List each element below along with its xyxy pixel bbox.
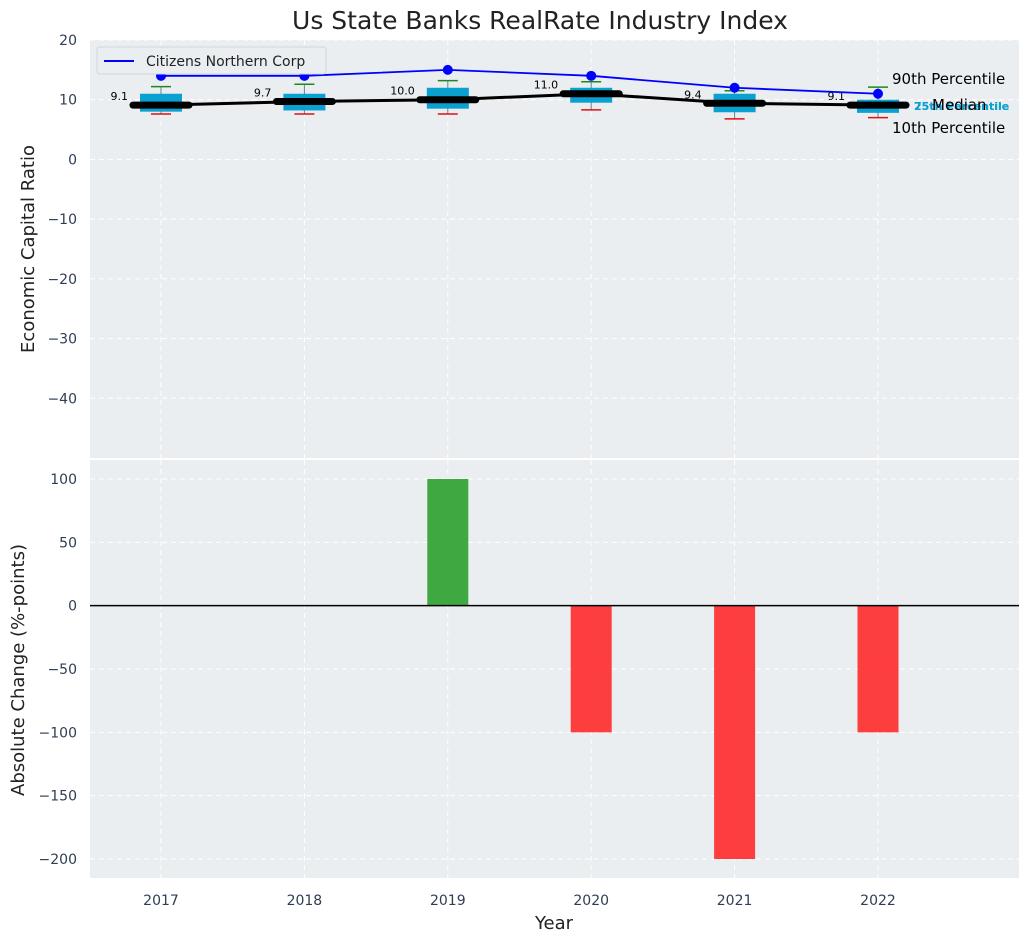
top-panel: 20 10 0 −10 −20 −30 −40 9.1 9.7 10.0 11.0 9.4 9.1 9… bbox=[18, 6, 1019, 458]
bottom-y-tick-label: 0 bbox=[68, 599, 77, 615]
x-tick-label: 2021 bbox=[717, 893, 753, 909]
company-point bbox=[729, 82, 740, 93]
bottom-y-tick-label: −50 bbox=[47, 662, 77, 678]
median-value-label: 10.0 bbox=[390, 85, 415, 98]
x-tick-label: 2019 bbox=[430, 893, 466, 909]
bottom-y-tick-label: −150 bbox=[39, 789, 77, 805]
median-line-group: 9.1 9.7 10.0 11.0 9.4 9.1 bbox=[111, 79, 910, 109]
top-y-tick-label: 10 bbox=[59, 93, 77, 109]
x-tick-label: 2017 bbox=[143, 893, 179, 909]
top-y-tick-label: −30 bbox=[47, 332, 77, 348]
change-bar bbox=[714, 605, 756, 859]
median-value-label: 9.1 bbox=[828, 90, 846, 103]
annotation-median: Median bbox=[932, 96, 987, 114]
company-point bbox=[586, 70, 597, 81]
company-line bbox=[161, 68, 879, 95]
top-y-axis-label: Economic Capital Ratio bbox=[18, 145, 39, 353]
change-bar bbox=[857, 605, 899, 733]
x-tick-label: 2020 bbox=[573, 893, 609, 909]
change-bars bbox=[427, 479, 899, 859]
annotation-10th: 10th Percentile bbox=[892, 119, 1005, 137]
x-tick-label: 2022 bbox=[860, 893, 896, 909]
annotation-25th: 25th Percentile bbox=[914, 100, 1009, 113]
x-axis-label: Year bbox=[534, 913, 574, 934]
legend-label: Citizens Northern Corp bbox=[146, 54, 305, 70]
top-y-tick-label: −40 bbox=[47, 391, 77, 407]
bottom-y-tick-label: 50 bbox=[59, 535, 77, 551]
bottom-y-tick-label: 100 bbox=[50, 472, 77, 488]
change-bar bbox=[427, 479, 469, 606]
top-y-tick-label: −20 bbox=[47, 272, 77, 288]
top-y-tick-label: 20 bbox=[59, 33, 77, 49]
median-value-label: 9.1 bbox=[111, 90, 129, 103]
chart-title: Us State Banks RealRate Industry Index bbox=[292, 6, 788, 35]
annotation-75th: 75th Percentile bbox=[914, 100, 1009, 113]
top-y-tick-label: 0 bbox=[68, 152, 77, 168]
median-value-label: 11.0 bbox=[534, 79, 559, 92]
x-tick-label: 2018 bbox=[287, 893, 323, 909]
change-bar bbox=[570, 605, 612, 733]
legend-box bbox=[96, 46, 327, 75]
median-value-label: 9.7 bbox=[254, 87, 272, 100]
top-y-ticks: 20 10 0 −10 −20 −30 −40 bbox=[47, 33, 77, 407]
bottom-y-axis-label: Absolute Change (%-points) bbox=[8, 544, 29, 796]
legend: Citizens Northern Corp bbox=[96, 46, 327, 75]
bottom-y-tick-label: −200 bbox=[39, 852, 77, 868]
bottom-y-tick-label: −100 bbox=[39, 725, 77, 741]
company-point bbox=[442, 64, 453, 75]
top-grid bbox=[90, 39, 1019, 458]
bottom-y-ticks: 100 50 0 −50 −100 −150 −200 bbox=[39, 472, 77, 868]
company-point bbox=[873, 88, 883, 99]
top-y-tick-label: −10 bbox=[47, 212, 77, 228]
median-value-label: 9.4 bbox=[684, 88, 702, 101]
annotation-90th: 90th Percentile bbox=[892, 70, 1005, 88]
x-ticks: 2017 2018 2019 2020 2021 2022 bbox=[143, 893, 896, 909]
